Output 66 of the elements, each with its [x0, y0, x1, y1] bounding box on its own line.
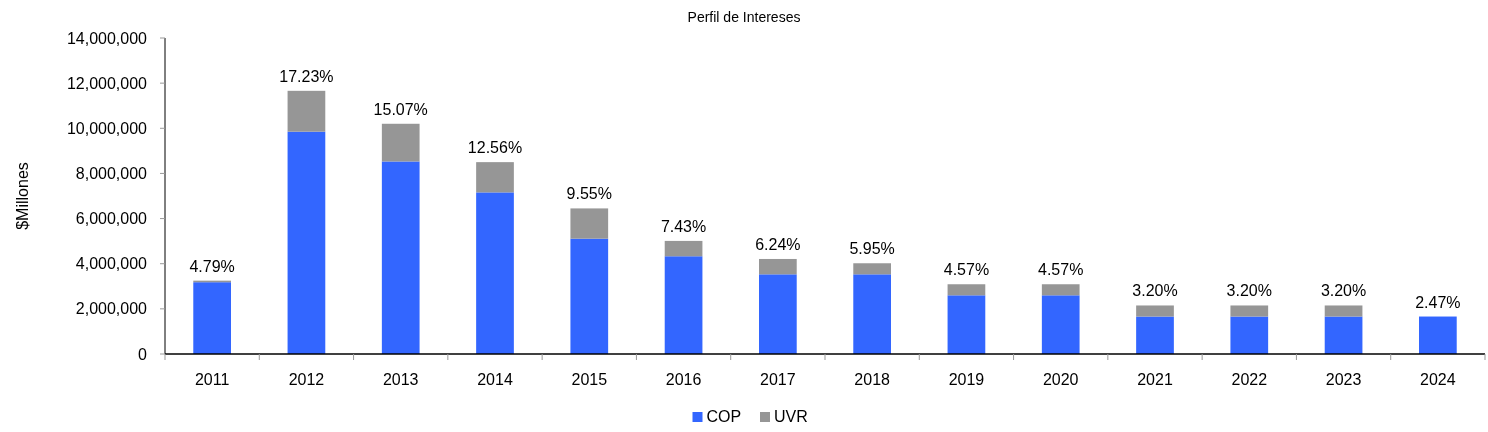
- x-tick-label: 2014: [477, 371, 513, 388]
- annotation: 7.43%: [660, 217, 707, 235]
- bar: [759, 258, 797, 275]
- x-tick-label: 2021: [1137, 371, 1173, 388]
- bar: [853, 274, 891, 354]
- y-tick-label: 0: [138, 345, 148, 363]
- bar: [1419, 316, 1457, 354]
- x-tick-label: 2024: [1420, 371, 1456, 388]
- y-tick-label: 8,000,000: [75, 165, 148, 183]
- bar: [287, 90, 326, 132]
- annotation: 15.07%: [373, 100, 428, 118]
- bar: [1324, 305, 1363, 317]
- bar: [1136, 305, 1174, 317]
- y-tick-label: 4,000,000: [75, 255, 148, 273]
- bar: [1136, 316, 1174, 354]
- bar: [947, 295, 986, 354]
- bar: [287, 131, 326, 354]
- x-tick-label: 2011: [194, 371, 230, 388]
- y-tick-label: 6,000,000: [75, 210, 148, 228]
- bar: [1324, 316, 1363, 354]
- bar: [193, 282, 231, 354]
- x-tick-label: 2016: [665, 371, 702, 388]
- x-tick-label: 2022: [1231, 371, 1268, 388]
- annotation: 4.79%: [189, 257, 235, 275]
- annotation: 3.20%: [1320, 282, 1367, 300]
- y-tick-label: 10,000,000: [66, 119, 148, 137]
- x-tick-label: 2019: [948, 371, 985, 388]
- bar: [1041, 284, 1080, 296]
- annotation: 4.57%: [943, 261, 990, 279]
- legend-label: UVR: [774, 408, 808, 425]
- annotation: 9.55%: [566, 185, 612, 203]
- bar: [853, 263, 891, 275]
- bar: [476, 162, 514, 193]
- bar: [1230, 305, 1269, 317]
- legend-label: COP: [706, 408, 742, 425]
- y-tick-label: 12,000,000: [66, 74, 148, 92]
- bar: [476, 192, 514, 354]
- y-tick-label: 2,000,000: [75, 300, 148, 318]
- x-tick-label: 2020: [1042, 371, 1079, 388]
- bar: [759, 274, 797, 354]
- x-tick-label: 2013: [382, 371, 419, 388]
- annotation: 6.24%: [755, 235, 801, 253]
- bar: [947, 284, 986, 296]
- bar: [1041, 295, 1080, 354]
- x-tick-label: 2015: [571, 371, 608, 388]
- annotation: 17.23%: [279, 67, 334, 85]
- y-tick-label: 14,000,000: [66, 29, 148, 47]
- x-tick-label: 2012: [288, 371, 325, 388]
- annotation: 4.57%: [1038, 261, 1084, 279]
- x-tick-label: 2017: [760, 371, 796, 388]
- annotation: 3.20%: [1132, 282, 1178, 300]
- annotation: 2.47%: [1415, 293, 1461, 311]
- x-tick-label: 2023: [1325, 371, 1362, 388]
- annotation: 12.56%: [467, 139, 523, 157]
- bar: [570, 238, 609, 354]
- bar: [381, 123, 420, 162]
- annotation: 3.20%: [1226, 282, 1272, 300]
- annotation: 5.95%: [849, 240, 895, 258]
- y-axis-title: $Millones: [14, 162, 31, 230]
- bar: [570, 208, 609, 239]
- bar: [1230, 316, 1269, 354]
- bar: [664, 240, 703, 257]
- bar: [664, 256, 703, 354]
- x-tick-label: 2018: [854, 371, 891, 388]
- chart-title: Perfil de Intereses: [687, 9, 801, 25]
- bar: [381, 161, 420, 354]
